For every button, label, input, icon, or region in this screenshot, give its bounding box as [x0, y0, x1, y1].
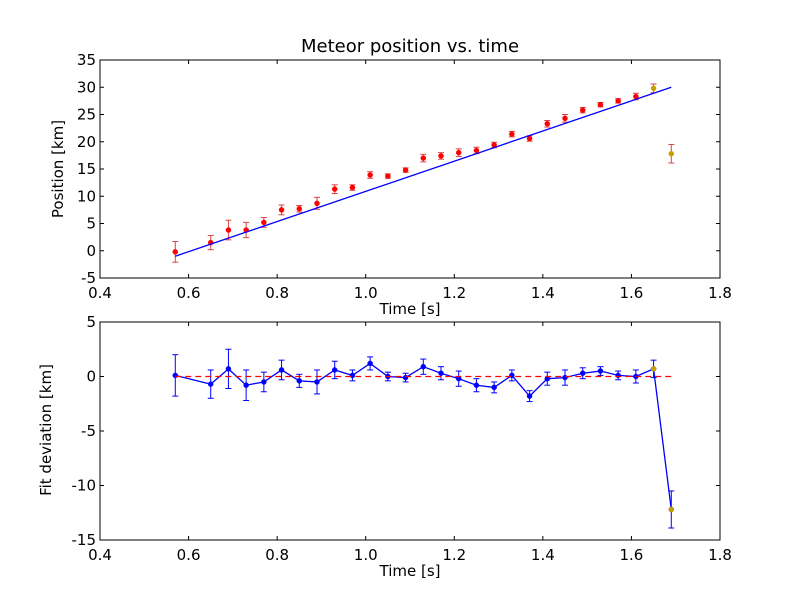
data-point [650, 85, 657, 92]
x-tick-label: 0.4 [88, 284, 112, 302]
x-tick-label: 1.8 [708, 546, 732, 564]
x-tick-label: 1.0 [354, 546, 378, 564]
x-tick-label: 1.2 [442, 284, 466, 302]
data-point [615, 372, 621, 379]
data-point [261, 379, 267, 385]
y-tick-label: 5 [86, 313, 96, 331]
x-tick-label: 0.8 [265, 546, 289, 564]
data-point [331, 367, 338, 373]
x-tick-label: 0.6 [177, 546, 201, 564]
data-point [314, 200, 320, 207]
y-tick-label: 35 [77, 51, 96, 69]
data-point [579, 107, 586, 113]
y-tick-label: 20 [77, 133, 96, 151]
series-line [175, 86, 672, 257]
x-tick-label: 1.0 [354, 284, 378, 302]
data-point [473, 147, 480, 154]
y-tick-label: 25 [77, 106, 96, 124]
data-point [615, 98, 621, 104]
y-tick-label: -10 [72, 477, 97, 495]
x-tick-label: 1.4 [531, 284, 555, 302]
plot-area: 0.4 0.6 0.8 1.0 1.2 1.4 1.6 1.8 -5 0 5 10 15 20 25 30 35 [77, 51, 732, 302]
x-tick-label: 1.6 [619, 284, 643, 302]
y-tick-label: -5 [81, 422, 96, 440]
data-point [225, 366, 232, 372]
data-point [455, 149, 462, 156]
x-tick-label: 0.6 [177, 284, 201, 302]
data-point [172, 372, 179, 379]
data-point [172, 249, 179, 255]
data-point [296, 378, 303, 384]
data-point [207, 381, 214, 387]
data-point [438, 370, 444, 376]
x-tick-label: 1.6 [619, 546, 643, 564]
data-point [438, 153, 444, 159]
y-tick-label: -5 [81, 269, 96, 287]
data-point [509, 372, 515, 379]
series-1 [650, 83, 675, 164]
x-tick-label: 0.4 [88, 546, 112, 564]
y-tick-label: 0 [86, 368, 96, 386]
data-point [562, 115, 568, 122]
data-point [562, 374, 568, 381]
data-point [420, 363, 427, 370]
data-point [509, 131, 515, 137]
data-point [278, 367, 285, 373]
data-point [261, 219, 267, 226]
y-tick-label: 0 [86, 242, 96, 260]
data-point [650, 366, 657, 372]
data-point [526, 393, 533, 399]
series-line [175, 362, 672, 510]
y-tick-label: 10 [77, 187, 96, 205]
data-point [243, 382, 249, 388]
data-point [367, 360, 373, 367]
series-1 [650, 366, 675, 513]
deviation-chart-xlabel: Time [s] [379, 562, 441, 580]
y-tick-label: 5 [86, 215, 96, 233]
data-point [349, 184, 356, 191]
y-tick-label: 15 [77, 160, 96, 178]
data-point [296, 206, 303, 212]
x-tick-label: 0.8 [265, 284, 289, 302]
data-point [402, 374, 409, 381]
position-chart-ylabel: Position [km] [49, 120, 67, 218]
x-tick-label: 1.8 [708, 284, 732, 302]
data-point [349, 372, 356, 379]
position-chart-xlabel: Time [s] [379, 300, 441, 318]
y-tick-label: 30 [77, 78, 96, 96]
x-tick-label: 1.2 [442, 546, 466, 564]
position-chart-title: Meteor position vs. time [301, 36, 519, 57]
deviation-chart-ylabel: Fit deviation [km] [37, 364, 55, 496]
data-point [597, 368, 604, 374]
data-point [278, 207, 285, 213]
data-point [402, 167, 409, 173]
data-point [367, 172, 373, 178]
series-2 [175, 86, 672, 257]
data-point [579, 370, 586, 376]
data-point [225, 227, 232, 233]
position-chart: Meteor position vs. time Time [s] Positi… [49, 36, 732, 318]
data-point [491, 384, 497, 391]
data-point [331, 186, 338, 192]
y-tick-label: -15 [72, 531, 97, 549]
x-tick-label: 1.4 [531, 546, 555, 564]
deviation-chart: Time [s] Fit deviation [km] 0.4 0.6 0.8 1.0… [37, 313, 732, 580]
data-point [668, 506, 675, 513]
data-point [544, 121, 551, 127]
data-point [385, 173, 391, 179]
data-point [314, 379, 320, 385]
data-point [473, 382, 480, 388]
data-point [668, 150, 675, 157]
data-point [597, 101, 604, 108]
data-point [420, 155, 427, 161]
plot-area: 0.4 0.6 0.8 1.0 1.2 1.4 1.6 1.8 -15 -10 -5 0 5 [72, 313, 732, 564]
